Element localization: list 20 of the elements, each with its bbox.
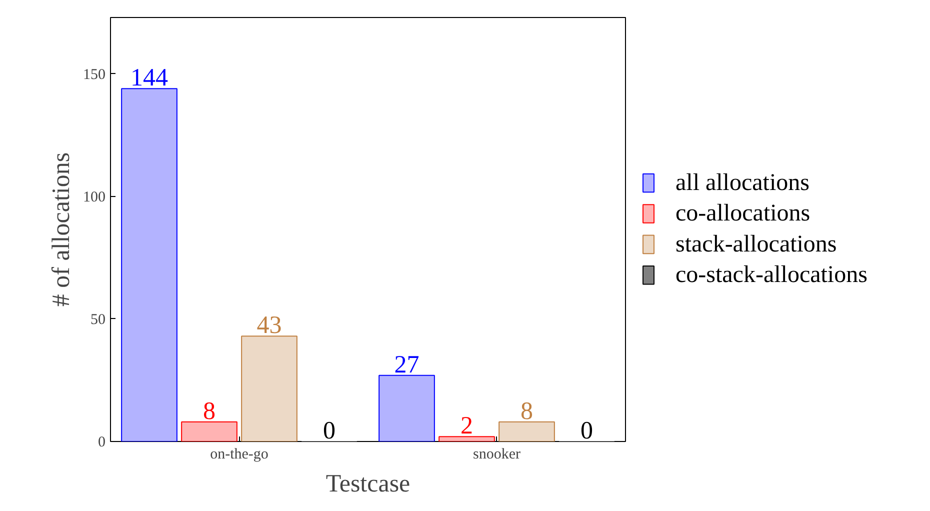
x-tick-label: on-the-go bbox=[210, 446, 268, 462]
y-tick-label: 50 bbox=[90, 312, 106, 328]
legend-label: all allocations bbox=[676, 170, 810, 196]
y-tick-label: 150 bbox=[83, 66, 106, 83]
data-label: 8 bbox=[520, 398, 533, 425]
x-axis-title: Testcase bbox=[326, 470, 410, 498]
data-label: 144 bbox=[130, 64, 169, 92]
y-tick-label: 100 bbox=[83, 189, 106, 206]
legend-label: co-allocations bbox=[676, 200, 810, 227]
data-label: 27 bbox=[394, 351, 420, 378]
x-tick-label: snooker bbox=[473, 446, 521, 462]
data-label: 8 bbox=[203, 398, 216, 425]
data-label: 0 bbox=[322, 418, 336, 444]
y-axis-title: # of allocations bbox=[48, 152, 75, 307]
data-label: 0 bbox=[580, 418, 593, 444]
data-label: 2 bbox=[460, 412, 473, 440]
legend-label: stack-allocations bbox=[676, 231, 837, 258]
y-tick-label: 0 bbox=[98, 434, 106, 450]
data-label: 43 bbox=[256, 312, 282, 340]
legend-label: co-stack-allocations bbox=[676, 262, 868, 288]
